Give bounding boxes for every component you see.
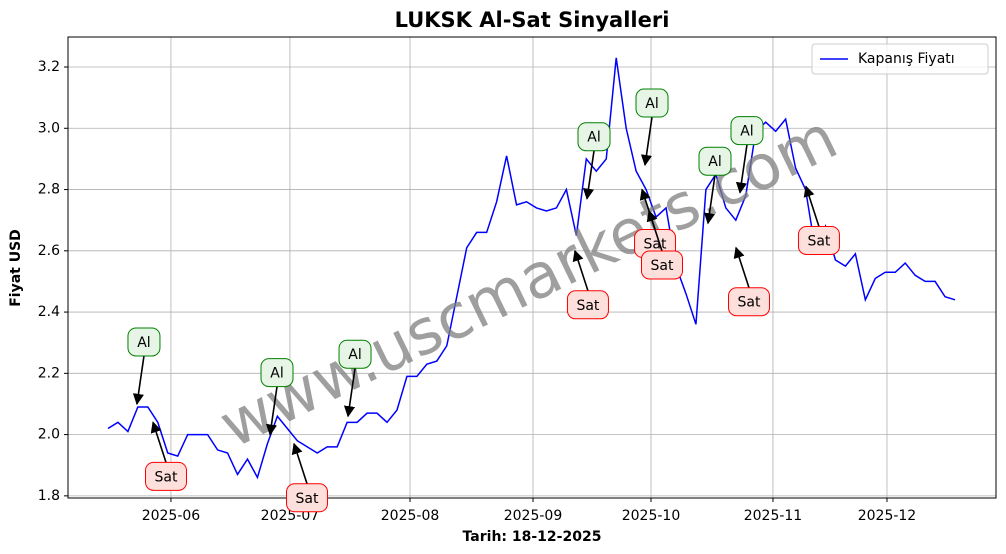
annotation-arrow: [582, 150, 595, 200]
annotation-box: [730, 116, 764, 146]
annotation-arrow: [733, 246, 750, 288]
annotation-box: [635, 88, 669, 118]
annotation-label: Al: [587, 130, 600, 146]
annotation-box: [127, 327, 161, 357]
y-tick-label: 2.4: [38, 304, 60, 320]
x-tick-label: 2025-11: [744, 508, 803, 524]
y-tick-label: 2.0: [38, 427, 60, 443]
annotation-label: Al: [137, 335, 150, 351]
x-tick-label: 2025-12: [858, 508, 917, 524]
annotation-box: [640, 250, 683, 280]
annotation-label: Sat: [155, 469, 178, 485]
annotation-arrow: [735, 144, 748, 194]
annotation-arrow: [132, 355, 145, 406]
annotation-label: Sat: [296, 491, 319, 507]
annotation-arrow: [572, 249, 589, 292]
annotation-label: Al: [708, 154, 721, 170]
annotation-arrow: [265, 386, 278, 436]
annotation-label: Sat: [644, 237, 667, 253]
x-tick-label: 2025-06: [142, 508, 201, 524]
annotation-box: [286, 483, 329, 513]
y-tick-label: 2.6: [38, 243, 60, 259]
annotation-label: Sat: [651, 258, 674, 274]
annotation-box: [338, 339, 372, 369]
y-axis-label: Fiyat USD: [8, 229, 24, 307]
annotation-arrow: [291, 442, 308, 485]
y-tick-label: 2.2: [38, 365, 60, 381]
annotation-label: Sat: [807, 233, 830, 249]
annotation-box: [566, 290, 609, 320]
annotation-box: [727, 287, 770, 317]
y-tick-label: 3.0: [38, 120, 60, 136]
annotation-box: [797, 225, 840, 255]
x-axis-label: Tarih: 18-12-2025: [463, 529, 602, 545]
legend-box: [811, 43, 989, 75]
annotation-arrow: [803, 185, 820, 227]
annotation-box: [577, 122, 611, 152]
legend-label: Kapanış Fiyatı: [858, 51, 955, 67]
y-tick-label: 3.2: [38, 59, 60, 75]
annotation-box: [145, 461, 188, 491]
annotation-label: Al: [270, 366, 283, 382]
y-tick-label: 2.8: [38, 182, 60, 198]
annotation-label: Al: [645, 96, 658, 112]
x-tick-label: 2025-10: [622, 508, 681, 524]
plot-frame: [67, 36, 997, 499]
annotation-arrow: [646, 209, 663, 252]
annotation-arrow: [150, 421, 167, 463]
annotation-box: [698, 146, 732, 176]
annotation-arrow: [703, 175, 716, 225]
annotation-label: Al: [348, 347, 361, 363]
annotation-label: Al: [740, 124, 753, 140]
annotation-arrow: [343, 368, 356, 418]
x-tick-label: 2025-09: [504, 508, 563, 524]
annotation-label: Sat: [576, 298, 599, 314]
legend: Kapanış Fiyatı: [811, 43, 989, 75]
y-tick-label: 1.8: [38, 488, 60, 504]
watermark: www.uscmarkets.com: [208, 100, 848, 462]
annotation-label: Sat: [738, 295, 761, 311]
annotation-box: [260, 358, 294, 388]
x-tick-label: 2025-08: [381, 508, 440, 524]
chart-title: LUKSK Al-Sat Sinyalleri: [395, 8, 670, 32]
annotation-arrow: [640, 116, 653, 167]
